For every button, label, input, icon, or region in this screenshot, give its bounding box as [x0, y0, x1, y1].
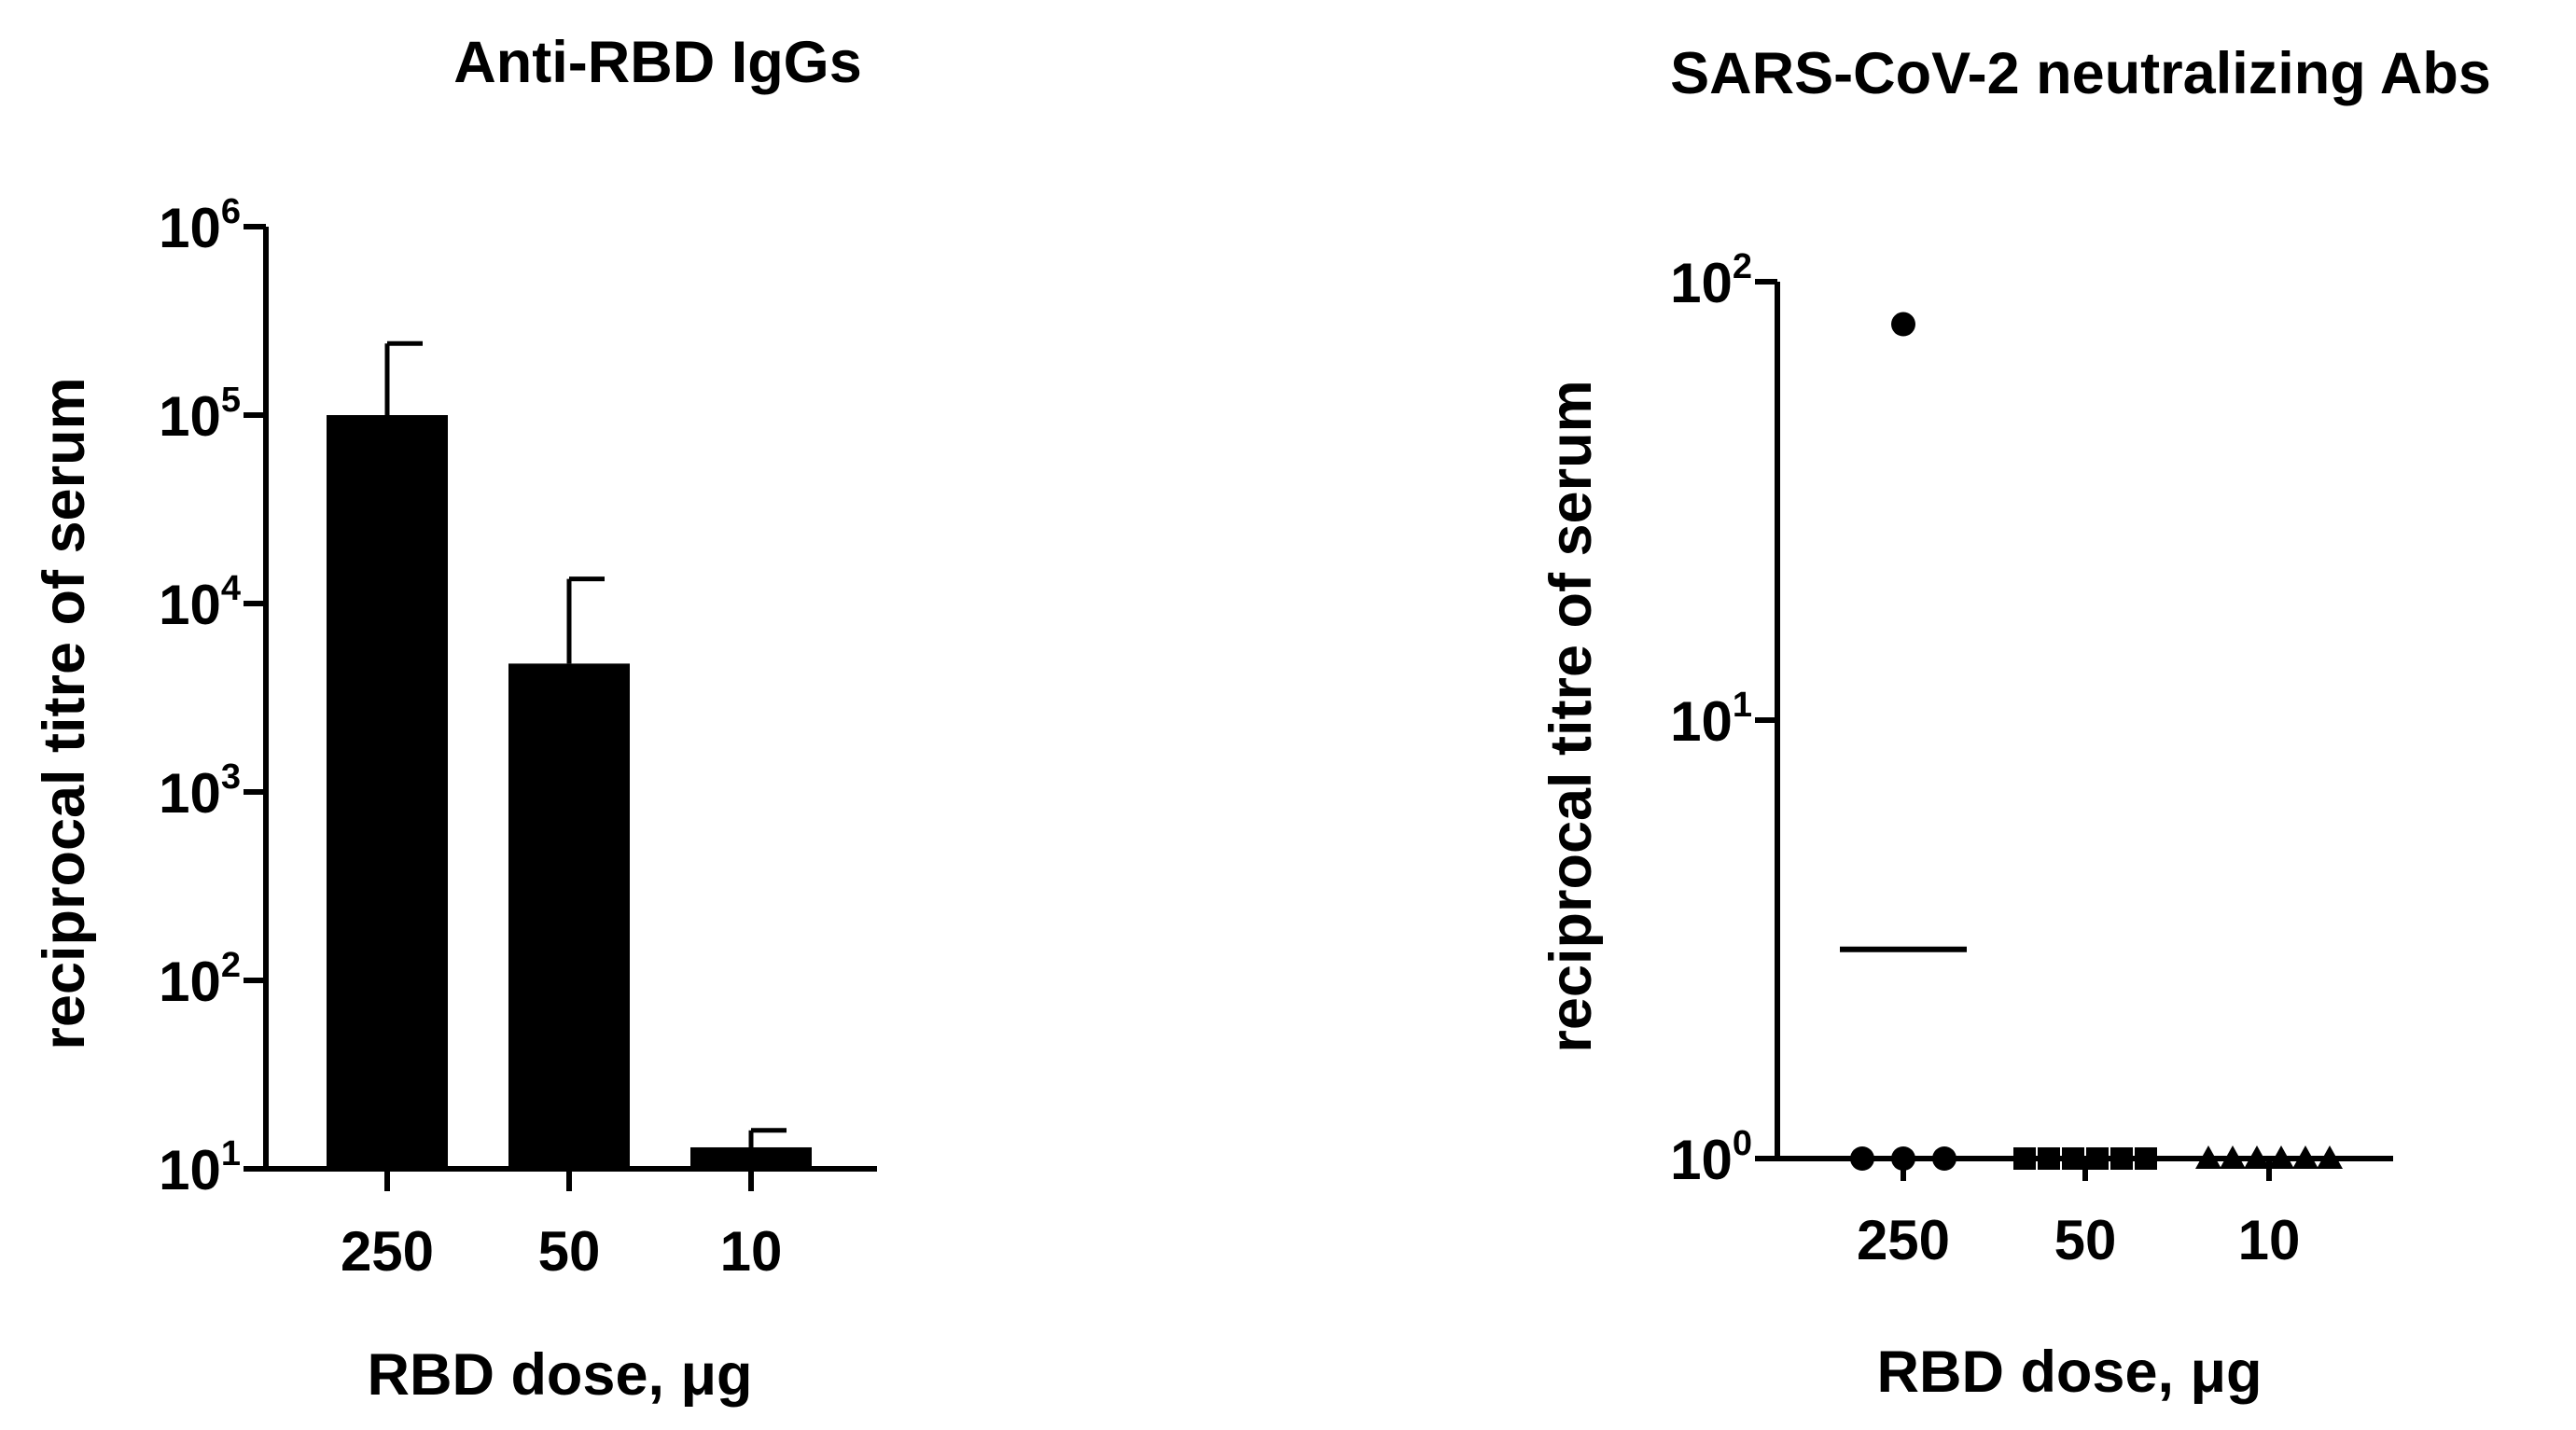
chart-b-point-circle: [1850, 1146, 1874, 1171]
chart-b-ytick-label: 100: [1670, 1124, 1752, 1191]
chart-b-point-triangle: [2292, 1145, 2318, 1169]
chart-a-xlabel: RBD dose, μg: [367, 1342, 752, 1408]
chart-b-ytick-label: 102: [1670, 247, 1752, 314]
neutralizing-scatter-chart: SARS-CoV-2 neutralizing Abs reciprocal t…: [1539, 41, 2491, 1405]
chart-b-xlabel: RBD dose, μg: [1876, 1340, 2262, 1405]
chart-a-ytick-label: 106: [159, 192, 241, 259]
chart-a-bar: [690, 1146, 812, 1169]
chart-b-point-square: [2135, 1147, 2157, 1170]
chart-b-point-triangle: [2317, 1145, 2343, 1169]
chart-b-point-square: [2086, 1147, 2109, 1170]
chart-b-point-triangle: [2268, 1145, 2294, 1169]
chart-a-ylabel: reciprocal titre of serum: [32, 377, 97, 1049]
chart-b-point-square: [2062, 1147, 2084, 1170]
chart-a-xtick-label: 50: [538, 1220, 601, 1283]
chart-a-ytick-label: 103: [159, 757, 241, 825]
chart-b-point-circle: [1891, 312, 1915, 337]
chart-b-xtick-label: 10: [2238, 1209, 2301, 1271]
chart-b-point-circle: [1932, 1146, 1956, 1171]
chart-a-bar: [327, 415, 448, 1169]
chart-b-xtick-label: 250: [1857, 1209, 1950, 1271]
chart-a-xtick-label: 250: [341, 1220, 434, 1283]
chart-b-ytick-label: 101: [1670, 686, 1752, 753]
igg-bar-chart: Anti-RBD IgGs reciprocal titre of serum …: [32, 30, 877, 1408]
chart-b-point-square: [2038, 1147, 2060, 1170]
chart-a-xtick-label: 10: [720, 1220, 783, 1283]
chart-a-ytick-label: 102: [159, 946, 241, 1013]
chart-a-ytick-label: 104: [159, 569, 241, 636]
chart-b-point-square: [2013, 1147, 2036, 1170]
chart-b-title: SARS-CoV-2 neutralizing Abs: [1670, 41, 2491, 106]
chart-b-ylabel: reciprocal titre of serum: [1539, 380, 1604, 1052]
chart-b-point-circle: [1891, 1146, 1915, 1171]
chart-b-point-square: [2110, 1147, 2133, 1170]
chart-a-title: Anti-RBD IgGs: [453, 30, 861, 95]
chart-a-bar: [508, 663, 630, 1169]
chart-a-ytick-label: 105: [159, 381, 241, 448]
chart-b-point-triangle: [2244, 1145, 2270, 1169]
chart-b-point-triangle: [2220, 1145, 2246, 1169]
chart-b-xtick-label: 50: [2054, 1209, 2117, 1271]
chart-a-ytick-label: 101: [159, 1134, 241, 1201]
chart-b-point-triangle: [2195, 1145, 2221, 1169]
